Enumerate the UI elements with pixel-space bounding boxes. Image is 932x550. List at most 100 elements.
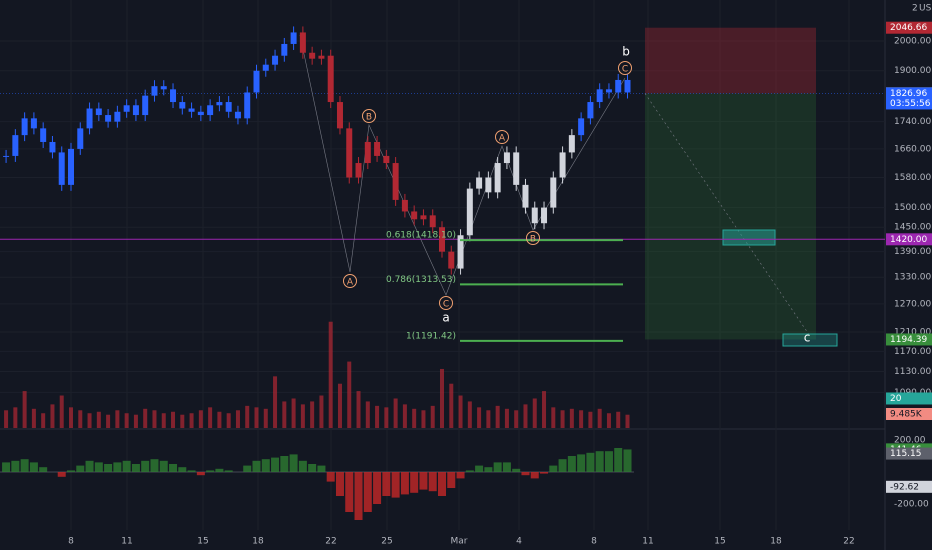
- osc-bar: [419, 472, 428, 490]
- candle: [531, 207, 538, 224]
- volume-bar: [597, 408, 602, 428]
- osc-bar: [159, 460, 168, 472]
- candle: [290, 32, 297, 44]
- candle: [225, 102, 232, 112]
- candle: [160, 86, 167, 90]
- candle: [476, 177, 483, 189]
- osc-bar: [345, 472, 354, 512]
- date-label: 15: [714, 537, 725, 547]
- osc-bar: [512, 468, 521, 472]
- volume-bar: [161, 413, 166, 428]
- candle: [411, 211, 418, 220]
- osc-bar: [187, 470, 196, 472]
- price-tag: 1420.00: [890, 235, 927, 245]
- volume-bar: [4, 410, 9, 428]
- volume-bar: [588, 411, 593, 428]
- volume-bar: [421, 410, 426, 428]
- volume-bar: [96, 411, 101, 428]
- osc-bar: [428, 472, 437, 492]
- volume-bar: [504, 408, 509, 428]
- osc-bar: [67, 470, 75, 472]
- osc-bar: [530, 472, 539, 479]
- wave-label: C: [443, 300, 449, 310]
- osc-bar: [150, 459, 159, 472]
- price-tick-label: 1270.00: [894, 299, 931, 309]
- candle: [439, 227, 445, 252]
- volume-bar: [347, 361, 352, 428]
- candle: [401, 199, 408, 212]
- candle: [281, 43, 288, 56]
- osc-bar: [577, 454, 586, 472]
- osc-bar: [354, 472, 363, 520]
- candle: [485, 177, 492, 193]
- currency: USD: [919, 4, 932, 14]
- candle: [234, 111, 241, 119]
- osc-tag-bg: [886, 447, 932, 460]
- date-label: 18: [252, 537, 264, 547]
- candle: [587, 102, 594, 119]
- osc-bar: [614, 448, 623, 472]
- date-label: 15: [197, 537, 208, 547]
- date-label: 8: [68, 537, 74, 547]
- candle: [262, 64, 269, 71]
- osc-bar: [289, 454, 298, 472]
- candle: [383, 155, 390, 164]
- date-label: 25: [381, 537, 392, 547]
- candle: [466, 188, 473, 236]
- candle: [207, 105, 214, 116]
- osc-bar: [586, 452, 595, 472]
- wave-label: C: [622, 65, 628, 75]
- osc-bar: [567, 456, 576, 472]
- volume-bar: [458, 395, 463, 428]
- candle: [77, 128, 84, 149]
- volume-bar: [189, 413, 194, 428]
- candle: [197, 111, 204, 116]
- candle: [30, 118, 37, 129]
- volume-tag: 9.485K: [890, 410, 923, 420]
- osc-bar: [410, 472, 419, 493]
- candle: [541, 207, 548, 224]
- volume-tag: 20: [890, 394, 902, 404]
- osc-bar: [11, 460, 20, 472]
- date-label: 11: [642, 537, 653, 547]
- candle: [605, 89, 612, 93]
- osc-bar: [604, 451, 613, 472]
- volume-bar: [124, 413, 129, 428]
- volume-bar: [13, 407, 18, 428]
- candle: [318, 55, 325, 59]
- osc-bar: [243, 465, 252, 472]
- candle: [309, 52, 316, 59]
- osc-bar: [521, 472, 530, 476]
- wave-label: a: [442, 311, 449, 325]
- volume-bar: [180, 414, 185, 428]
- candle: [392, 163, 399, 200]
- date-label: Mar: [451, 537, 468, 547]
- volume-bar: [356, 391, 361, 428]
- volume-bar: [449, 383, 454, 428]
- price-tick-label: 1660.00: [894, 144, 931, 154]
- candle: [615, 79, 622, 93]
- date-label: 18: [770, 537, 782, 547]
- price-tick-label: 1170.00: [894, 347, 931, 357]
- osc-bar: [363, 472, 372, 512]
- candle: [244, 92, 251, 119]
- osc-bar: [623, 449, 632, 472]
- volume-bar: [69, 407, 73, 428]
- wave-label: b: [622, 45, 630, 59]
- volume-bar: [171, 411, 176, 428]
- osc-bar: [224, 470, 233, 472]
- volume-bar: [78, 410, 83, 428]
- price-tick-label: 1740.00: [894, 117, 931, 127]
- volume-bar: [477, 407, 482, 428]
- wave-label: A: [499, 134, 506, 144]
- volume-tag-bg: [886, 392, 932, 405]
- osc-bar: [85, 460, 94, 472]
- price-tick-label: 1210.00: [894, 327, 931, 337]
- candle: [513, 152, 520, 185]
- candle: [429, 215, 436, 228]
- osc-bar: [271, 457, 280, 472]
- volume-bar: [328, 321, 333, 428]
- price-tag-bg: [886, 87, 932, 110]
- candle: [3, 155, 10, 157]
- candle: [95, 108, 102, 116]
